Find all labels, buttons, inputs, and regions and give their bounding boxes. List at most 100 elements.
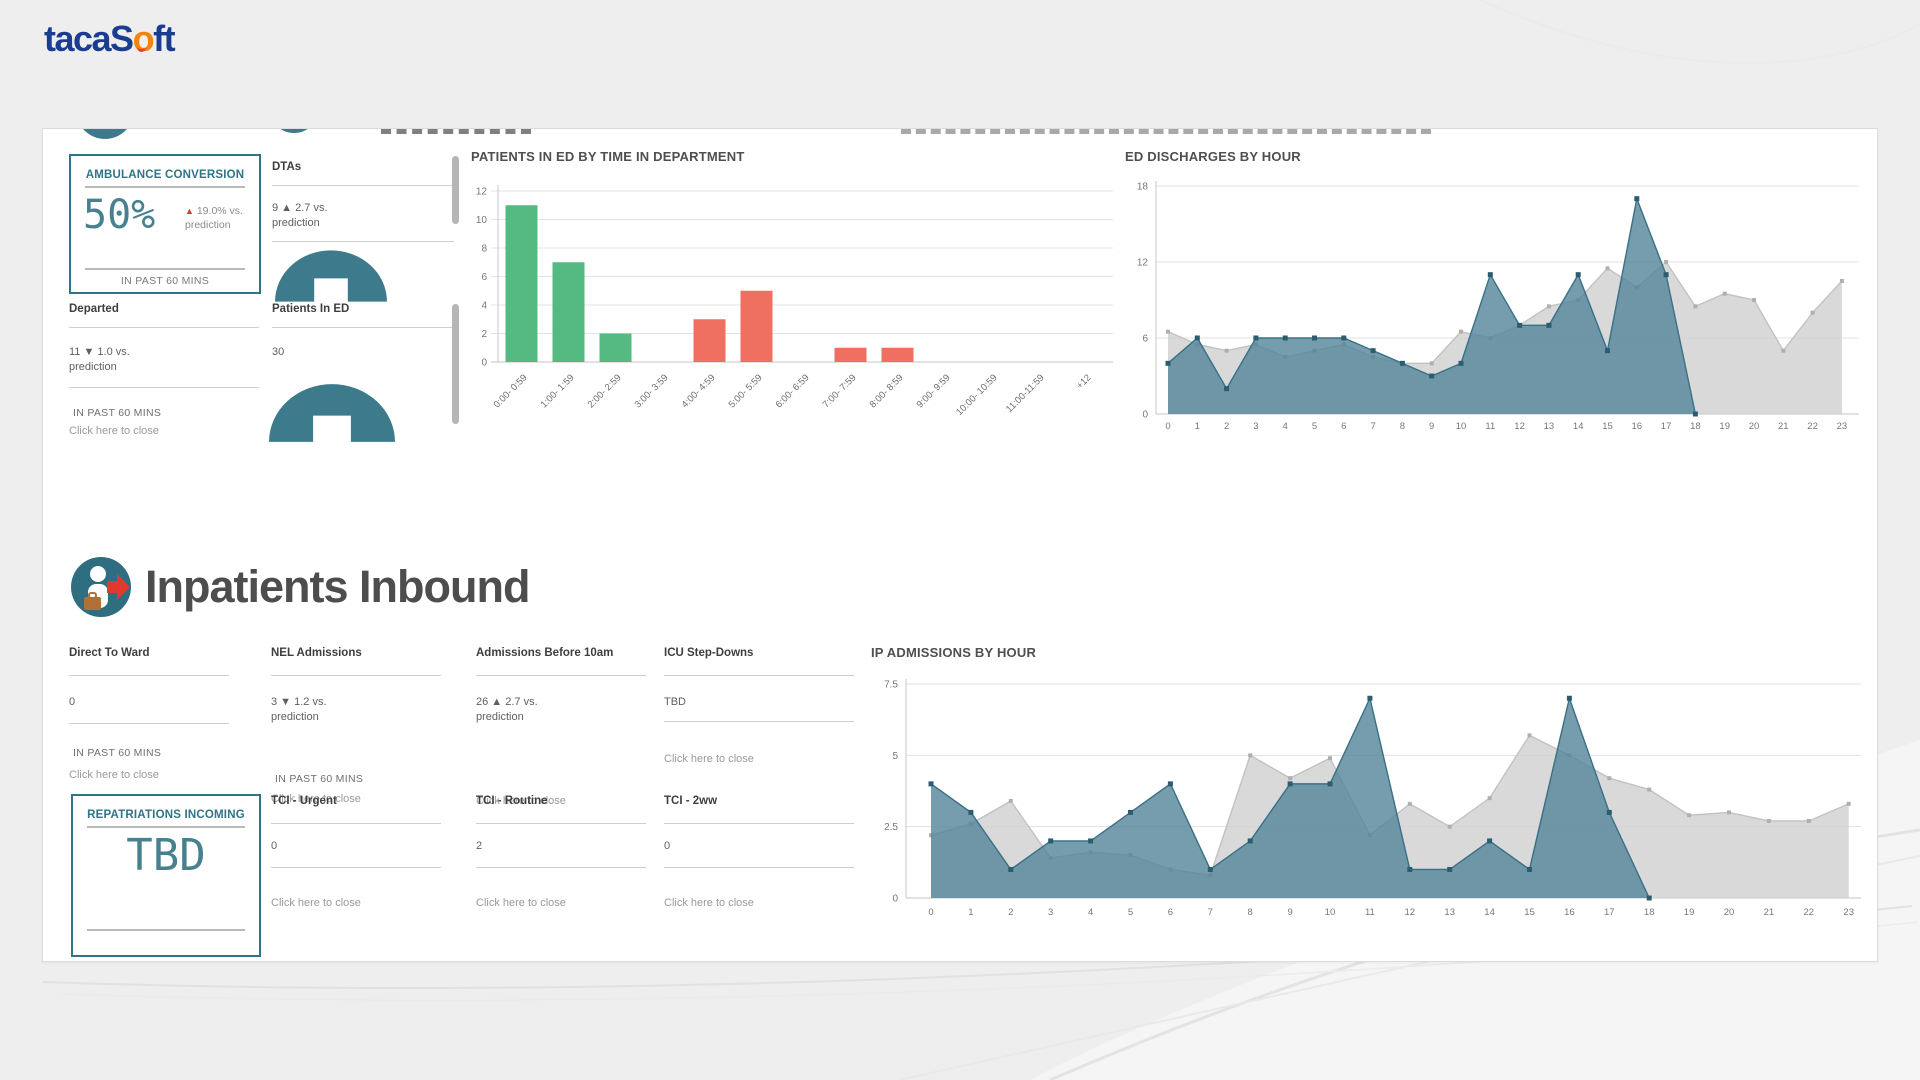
tci-routine-close-link[interactable]: Click here to close bbox=[476, 897, 566, 909]
svg-text:12: 12 bbox=[476, 187, 488, 198]
ambulance-conversion-title: AMBULANCE CONVERSION bbox=[85, 169, 245, 181]
svg-text:20: 20 bbox=[1724, 907, 1735, 918]
ip-admissions-chart-title: IP ADMISSIONS BY HOUR bbox=[871, 645, 1037, 660]
svg-text:9:00- 9:59: 9:00- 9:59 bbox=[915, 372, 953, 410]
svg-text:15: 15 bbox=[1602, 421, 1613, 432]
dtas-value: 9 ▲ 2.7 vs. prediction bbox=[272, 202, 328, 229]
departed-close-link[interactable]: Click here to close bbox=[69, 425, 159, 437]
svg-text:11:00-11:59: 11:00-11:59 bbox=[1004, 372, 1047, 415]
scrollbar-thumb[interactable] bbox=[452, 156, 459, 224]
icu-step-downs-label: ICU Step-Downs bbox=[664, 647, 754, 659]
svg-text:12: 12 bbox=[1514, 421, 1525, 432]
svg-text:1: 1 bbox=[968, 907, 973, 918]
tci-2ww-close-link[interactable]: Click here to close bbox=[664, 897, 754, 909]
svg-text:10: 10 bbox=[1456, 421, 1467, 432]
tci-urgent-label: TCI - Urgent bbox=[271, 795, 337, 807]
logo-text-2: ft bbox=[153, 18, 175, 59]
svg-text:0: 0 bbox=[1165, 421, 1170, 432]
svg-text:8:00- 8:59: 8:00- 8:59 bbox=[868, 372, 906, 410]
svg-text:10:00- 10:59: 10:00- 10:59 bbox=[954, 372, 1000, 418]
divider bbox=[271, 675, 441, 676]
divider bbox=[272, 327, 454, 328]
divider bbox=[476, 867, 646, 868]
ambulance-conversion-card: AMBULANCE CONVERSION 50% ▲ 19.0% vs. pre… bbox=[69, 154, 261, 294]
scrollbar-thumb[interactable] bbox=[452, 304, 459, 424]
dashboard-panel: AMBULANCE CONVERSION 50% ▲ 19.0% vs. pre… bbox=[42, 128, 1878, 962]
nel-admissions-value: 3 ▼ 1.2 vs. prediction bbox=[271, 696, 327, 723]
patients-in-ed-label: Patients In ED bbox=[272, 303, 350, 315]
svg-text:8: 8 bbox=[1400, 421, 1405, 432]
svg-text:6: 6 bbox=[1168, 907, 1173, 918]
direct-to-ward-close-link[interactable]: Click here to close bbox=[69, 769, 159, 781]
svg-text:18: 18 bbox=[1137, 182, 1149, 193]
tci-2ww-value: 0 bbox=[664, 840, 671, 852]
direct-to-ward-timeframe: IN PAST 60 MINS bbox=[73, 747, 162, 759]
svg-text:6:00- 6:59: 6:00- 6:59 bbox=[774, 372, 812, 410]
svg-text:23: 23 bbox=[1843, 907, 1854, 918]
svg-text:14: 14 bbox=[1484, 907, 1495, 918]
divider bbox=[69, 675, 229, 676]
patients-in-ed-gauge-icon bbox=[269, 384, 395, 442]
svg-text:6: 6 bbox=[1142, 334, 1148, 345]
svg-text:9: 9 bbox=[1429, 421, 1434, 432]
svg-text:+12: +12 bbox=[1074, 372, 1093, 391]
svg-text:11: 11 bbox=[1365, 907, 1375, 918]
divider bbox=[85, 186, 245, 188]
svg-text:14: 14 bbox=[1573, 421, 1584, 432]
svg-text:22: 22 bbox=[1807, 421, 1818, 432]
svg-text:22: 22 bbox=[1804, 907, 1815, 918]
svg-text:19: 19 bbox=[1684, 907, 1695, 918]
divider bbox=[664, 675, 854, 676]
svg-text:4: 4 bbox=[1283, 421, 1288, 432]
triangle-up-icon: ▲ bbox=[185, 206, 194, 216]
icu-step-downs-close-link[interactable]: Click here to close bbox=[664, 753, 754, 765]
svg-text:16: 16 bbox=[1564, 907, 1575, 918]
ambulance-conversion-delta: ▲ 19.0% vs. prediction bbox=[185, 205, 243, 231]
divider bbox=[69, 723, 229, 724]
nel-admissions-timeframe: IN PAST 60 MINS bbox=[275, 773, 364, 785]
svg-text:1:00- 1:59: 1:00- 1:59 bbox=[539, 372, 577, 410]
cropped-header-fragment bbox=[901, 129, 1431, 134]
icu-step-downs-value: TBD bbox=[664, 696, 686, 708]
divider bbox=[272, 185, 454, 186]
logo-o-mark: o bbox=[132, 18, 155, 59]
svg-text:8: 8 bbox=[1248, 907, 1253, 918]
direct-to-ward-value: 0 bbox=[69, 696, 76, 708]
divider bbox=[87, 826, 245, 828]
tci-urgent-close-link[interactable]: Click here to close bbox=[271, 897, 361, 909]
svg-text:0:00- 0:59: 0:00- 0:59 bbox=[492, 372, 530, 410]
tci-routine-value: 2 bbox=[476, 840, 483, 852]
svg-text:18: 18 bbox=[1644, 907, 1655, 918]
svg-text:21: 21 bbox=[1778, 421, 1789, 432]
svg-text:17: 17 bbox=[1661, 421, 1672, 432]
dtas-label: DTAs bbox=[272, 161, 302, 173]
departed-label: Departed bbox=[69, 303, 119, 315]
dtas-gauge-icon bbox=[275, 250, 387, 302]
repatriations-incoming-title: REPATRIATIONS INCOMING bbox=[87, 809, 245, 821]
tci-2ww-label: TCI - 2ww bbox=[664, 795, 718, 807]
divider bbox=[271, 823, 441, 824]
svg-text:3:00- 3:59: 3:00- 3:59 bbox=[633, 372, 671, 410]
svg-text:8: 8 bbox=[481, 244, 487, 255]
svg-text:0: 0 bbox=[1142, 410, 1148, 421]
nel-admissions-close-link[interactable]: Click here to close bbox=[271, 793, 361, 805]
ambulance-conversion-value: 50% bbox=[83, 192, 156, 238]
svg-text:2:00- 2:59: 2:00- 2:59 bbox=[586, 372, 624, 410]
svg-text:5: 5 bbox=[892, 751, 898, 762]
svg-text:16: 16 bbox=[1632, 421, 1643, 432]
ambulance-conversion-footer: IN PAST 60 MINS bbox=[120, 275, 210, 287]
inpatients-inbound-header: Inpatients Inbound bbox=[69, 555, 530, 619]
cropped-gauge-icon bbox=[76, 129, 134, 139]
logo-text: tacaS bbox=[44, 18, 134, 59]
svg-text:6: 6 bbox=[481, 272, 487, 283]
admissions-before-10am-close-link[interactable]: Click here to close bbox=[476, 795, 566, 807]
departed-timeframe: IN PAST 60 MINS bbox=[73, 407, 162, 419]
svg-text:2: 2 bbox=[481, 329, 487, 340]
svg-text:4: 4 bbox=[1088, 907, 1093, 918]
svg-text:3: 3 bbox=[1048, 907, 1053, 918]
brand-logo: tacaSoft bbox=[44, 18, 176, 60]
divider bbox=[271, 867, 441, 868]
svg-text:20: 20 bbox=[1749, 421, 1760, 432]
svg-text:4: 4 bbox=[481, 301, 487, 312]
